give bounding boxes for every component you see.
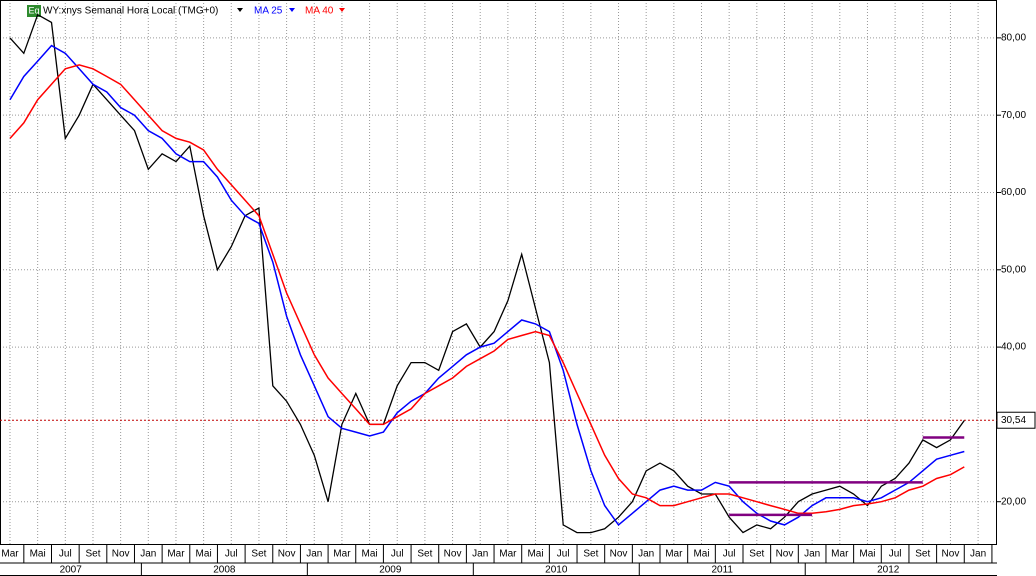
year-label: 2007	[60, 565, 83, 576]
x-tick-label: Mai	[196, 549, 212, 560]
x-tick-label: Jul	[391, 549, 404, 560]
x-tick-label: Mar	[333, 549, 351, 560]
dropdown[interactable]	[339, 8, 345, 12]
x-tick-label: Mai	[693, 549, 709, 560]
x-tick-label: Nov	[444, 549, 462, 560]
x-tick-label: Jul	[889, 549, 902, 560]
x-tick-label: Mar	[831, 549, 849, 560]
x-tick-label: Set	[749, 549, 764, 560]
year-label: 2009	[379, 565, 402, 576]
x-tick-label: Nov	[942, 549, 960, 560]
y-tick-label: 40,00	[1001, 342, 1026, 353]
x-tick-label: Nov	[112, 549, 130, 560]
x-tick-label: Set	[85, 549, 100, 560]
plot-frame	[0, 0, 997, 545]
last-price-box	[996, 411, 1036, 429]
x-tick-label: Mai	[859, 549, 875, 560]
year-label: 2008	[213, 565, 236, 576]
x-tick-label: Set	[251, 549, 266, 560]
x-tick-label: Mar	[665, 549, 683, 560]
y-tick-label: 80,00	[1001, 33, 1026, 44]
y-tick-label: 60,00	[1001, 187, 1026, 198]
x-tick-label: Jul	[225, 549, 238, 560]
x-tick-label: Jan	[970, 549, 986, 560]
x-tick-label: Set	[915, 549, 930, 560]
moving-average	[9, 64, 965, 515]
x-tick-label: Mai	[30, 549, 46, 560]
year-label: 2012	[877, 565, 900, 576]
x-tick-label: Jul	[59, 549, 72, 560]
year-label: 2011	[711, 565, 733, 576]
x-tick-label: Nov	[776, 549, 794, 560]
y-tick-label: 50,00	[1001, 264, 1026, 275]
x-tick-label: Set	[583, 549, 598, 560]
last-price-label: 30,54	[1001, 415, 1026, 426]
year-label: 2010	[545, 565, 568, 576]
badge: Eq	[28, 5, 39, 15]
legend-ma40[interactable]: MA 40	[305, 6, 334, 17]
x-tick-label: Jan	[306, 549, 322, 560]
x-tick-label: Jul	[557, 549, 570, 560]
x-tick-label: Jan	[804, 549, 820, 560]
legend-ma25[interactable]: MA 25	[254, 6, 283, 17]
moving-average	[9, 44, 965, 526]
x-tick-label: Jan	[140, 549, 156, 560]
x-tick-label: Mar	[499, 549, 517, 560]
x-tick-label: Mai	[527, 549, 543, 560]
x-tick-label: Set	[417, 549, 432, 560]
x-tick-label: Jul	[723, 549, 736, 560]
dropdown[interactable]	[289, 8, 295, 12]
x-tick-label: Mar	[167, 549, 185, 560]
x-tick-label: Jan	[472, 549, 488, 560]
price-line	[9, 13, 965, 534]
x-tick-label: Mai	[362, 549, 378, 560]
dropdown[interactable]	[237, 8, 243, 12]
y-tick-label: 20,00	[1001, 496, 1026, 507]
x-tick-label: Mar	[1, 549, 19, 560]
x-tick-label: Nov	[610, 549, 628, 560]
chart-title: WY:xnys Semanal Hora Local (TMG+0)	[43, 6, 218, 17]
y-tick-label: 70,00	[1001, 110, 1026, 121]
x-tick-label: Nov	[278, 549, 296, 560]
x-tick-label: Jan	[638, 549, 654, 560]
